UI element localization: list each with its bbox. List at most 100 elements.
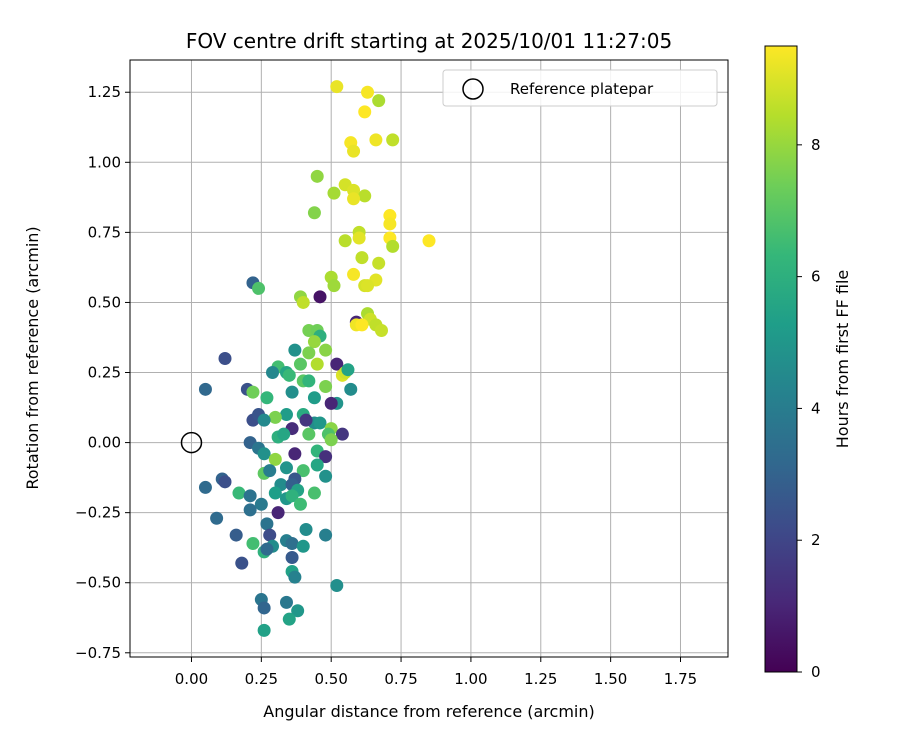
data-point <box>327 186 341 200</box>
data-point <box>347 144 361 158</box>
data-point <box>218 475 232 489</box>
data-point <box>288 447 302 461</box>
data-point <box>313 290 327 304</box>
data-point <box>296 539 310 553</box>
data-point <box>330 579 344 593</box>
y-tick-label: 0.75 <box>88 223 121 241</box>
data-point <box>369 133 383 147</box>
x-tick-label: 0.75 <box>384 670 417 688</box>
data-point <box>296 464 310 478</box>
data-point <box>257 413 271 427</box>
data-point <box>372 94 386 108</box>
x-axis-ticks: 0.00 0.25 0.50 0.75 1.00 1.25 1.50 1.75 <box>175 657 697 688</box>
data-point <box>383 217 397 231</box>
data-point <box>246 385 260 399</box>
colorbar-tick-label: 2 <box>811 531 821 549</box>
data-point <box>347 267 361 281</box>
data-point <box>268 486 282 500</box>
data-point <box>358 105 372 119</box>
data-point <box>263 464 277 478</box>
reference-point-marker <box>180 431 203 454</box>
data-point <box>386 133 400 147</box>
data-point <box>422 234 436 248</box>
data-point <box>279 595 293 609</box>
data-point <box>198 382 212 396</box>
data-point <box>338 234 352 248</box>
y-tick-label: 1.00 <box>88 153 121 171</box>
data-point <box>319 528 333 542</box>
data-point <box>260 391 274 405</box>
chart-title: FOV centre drift starting at 2025/10/01 … <box>186 29 672 53</box>
data-point <box>374 323 388 337</box>
data-point <box>243 489 257 503</box>
plot-frame <box>129 59 729 658</box>
data-point <box>307 206 321 220</box>
data-point <box>260 517 274 531</box>
data-point <box>198 480 212 494</box>
data-point <box>319 469 333 483</box>
colorbar-label: Hours from first FF file <box>833 270 852 449</box>
data-point <box>235 556 249 570</box>
data-point <box>243 503 257 517</box>
data-point <box>310 458 324 472</box>
data-point <box>307 335 321 349</box>
data-point <box>330 357 344 371</box>
y-axis-ticks: −0.75 −0.50 −0.25 0.00 0.25 0.50 0.75 1.00 1.25 <box>75 83 130 662</box>
x-axis-label: Angular distance from reference (arcmin) <box>263 702 594 721</box>
data-point <box>271 506 285 520</box>
data-point <box>335 427 349 441</box>
data-point <box>210 511 224 525</box>
data-point <box>324 433 338 447</box>
data-point <box>279 408 293 422</box>
legend: Reference platepar <box>442 69 718 107</box>
data-point <box>282 368 296 382</box>
data-point <box>277 427 291 441</box>
data-point <box>288 570 302 584</box>
data-point <box>302 427 316 441</box>
colorbar-tick-label: 6 <box>811 268 821 286</box>
data-point <box>285 489 299 503</box>
data-point <box>293 497 307 511</box>
y-tick-label: 0.50 <box>88 293 121 311</box>
data-point <box>307 486 321 500</box>
x-gridlines <box>190 60 681 657</box>
data-point <box>285 536 299 550</box>
y-tick-label: −0.25 <box>75 504 121 522</box>
data-point <box>246 536 260 550</box>
data-point <box>319 450 333 464</box>
y-tick-label: −0.50 <box>75 574 121 592</box>
data-point <box>257 623 271 637</box>
data-point <box>279 461 293 475</box>
colorbar-tick-label: 4 <box>811 399 821 417</box>
data-point <box>355 251 369 265</box>
colorbar-gradient <box>764 45 798 673</box>
y-tick-label: −0.75 <box>75 644 121 662</box>
x-tick-label: 0.00 <box>175 670 208 688</box>
data-point <box>268 410 282 424</box>
data-point <box>324 396 338 410</box>
data-point <box>330 80 344 94</box>
data-point <box>218 352 232 365</box>
data-point <box>361 85 375 99</box>
data-point <box>361 279 375 293</box>
data-point <box>341 363 355 377</box>
data-point <box>344 382 358 396</box>
y-tick-label: 1.25 <box>88 83 121 101</box>
data-point <box>299 522 313 536</box>
data-point <box>232 486 246 500</box>
data-point <box>288 343 302 357</box>
data-point <box>319 380 333 394</box>
y-axis-label: Rotation from reference (arcmin) <box>23 226 42 489</box>
data-point <box>327 279 341 293</box>
y-gridlines <box>130 91 728 654</box>
x-tick-label: 0.50 <box>314 670 347 688</box>
data-point <box>282 612 296 626</box>
data-point <box>372 256 386 270</box>
data-point <box>296 295 310 309</box>
plot-area <box>129 59 729 658</box>
x-tick-label: 1.50 <box>594 670 627 688</box>
data-point <box>358 189 372 203</box>
data-point <box>310 357 324 371</box>
data-point <box>266 366 280 380</box>
data-point <box>260 542 274 556</box>
